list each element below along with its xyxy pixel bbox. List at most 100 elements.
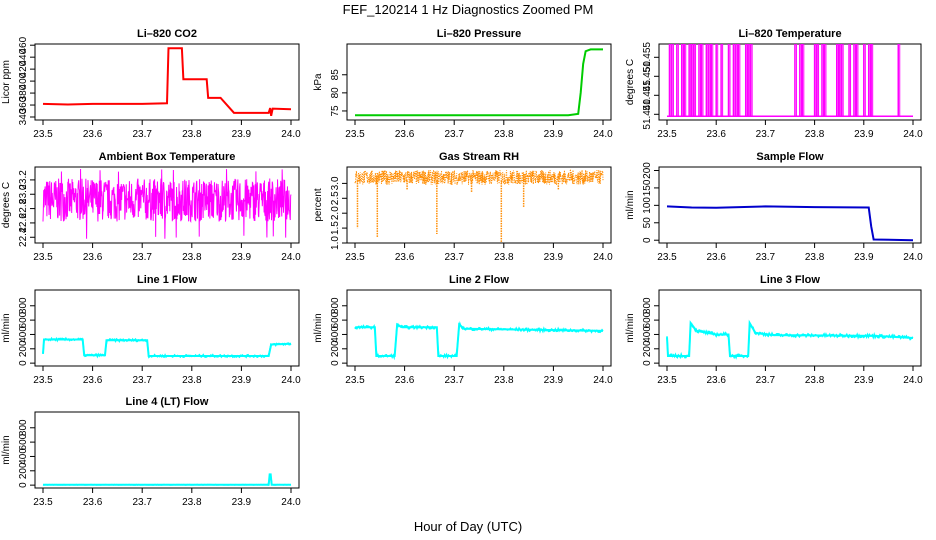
x-tick-label: 23.7 — [756, 129, 776, 140]
y-tick-label: 23.2 — [18, 170, 29, 190]
x-tick-label: 24.0 — [593, 252, 613, 263]
x-tick-label: 24.0 — [281, 497, 301, 508]
x-tick-label: 23.9 — [232, 497, 252, 508]
x-tick-label: 23.9 — [854, 375, 874, 386]
panel-title: Line 3 Flow — [760, 274, 820, 286]
x-axis-label: Hour of Day (UTC) — [414, 519, 522, 534]
x-tick-label: 23.7 — [444, 252, 464, 263]
plot-frame — [346, 289, 612, 367]
x-tick-label: 24.0 — [281, 129, 301, 140]
y-tick-label: 100 — [642, 197, 653, 214]
x-tick-label: 23.8 — [805, 375, 825, 386]
y-tick-label: 200 — [330, 340, 341, 357]
panel-6: Line 1 Flow ml/min 23.5 23.6 23.7 23.8 23.9 24.… — [1, 274, 301, 386]
panel-2: Li–820 Temperature degrees C 23.5 23.6 23.7 2… — [625, 28, 923, 140]
y-tick-label: 51.445 — [642, 80, 653, 111]
y-tick-label: 22.4 — [18, 227, 29, 247]
series-line — [355, 48, 603, 117]
panel-title: Gas Stream RH — [439, 151, 519, 163]
y-tick-label: 400 — [642, 326, 653, 343]
series-noise — [354, 320, 604, 361]
y-tick-label: 150 — [642, 179, 653, 196]
y-axis-label: ml/min — [1, 313, 12, 342]
x-tick-label: 24.0 — [903, 375, 923, 386]
x-tick-label: 23.7 — [444, 375, 464, 386]
x-tick-label: 24.0 — [593, 129, 613, 140]
x-tick-label: 23.9 — [232, 252, 252, 263]
y-tick-label: 3.0 — [330, 176, 341, 190]
x-tick-label: 23.6 — [83, 497, 103, 508]
panel-9: Line 4 (LT) Flow ml/min 23.5 23.6 23.7 23.8 23… — [1, 396, 301, 508]
x-tick-label: 23.6 — [395, 375, 415, 386]
x-tick-label: 23.9 — [544, 252, 564, 263]
y-tick-label: 200 — [18, 340, 29, 357]
y-tick-label: 2.5 — [330, 191, 341, 205]
y-tick-label: 0 — [642, 360, 653, 366]
plot-frame — [34, 289, 300, 367]
y-tick-label: 600 — [18, 311, 29, 328]
x-tick-label: 23.8 — [182, 129, 202, 140]
y-tick-label: 200 — [18, 462, 29, 479]
y-tick-label: 400 — [18, 326, 29, 343]
panel-title: Li–820 Pressure — [437, 28, 521, 40]
x-tick-label: 23.8 — [182, 375, 202, 386]
x-tick-label: 23.7 — [132, 375, 152, 386]
x-tick-label: 23.6 — [706, 252, 726, 263]
series-line — [42, 338, 292, 357]
y-tick-label: 1.0 — [330, 236, 341, 250]
x-tick-label: 23.7 — [132, 497, 152, 508]
y-tick-label: 75 — [330, 105, 341, 117]
x-tick-label: 23.5 — [33, 252, 53, 263]
x-tick-label: 23.9 — [232, 129, 252, 140]
y-axis-label: ml/min — [313, 313, 324, 342]
y-tick-label: 340 — [18, 108, 29, 125]
y-tick-label: 2.0 — [330, 206, 341, 220]
y-tick-label: 420 — [18, 60, 29, 77]
panel-title: Li–820 Temperature — [738, 28, 841, 40]
x-tick-label: 23.9 — [544, 375, 564, 386]
figure-title: FEF_120214 1 Hz Diagnostics Zoomed PM — [343, 2, 594, 17]
panel-title: Sample Flow — [756, 151, 824, 163]
y-tick-label: 22.6 — [18, 213, 29, 233]
y-tick-label: 0 — [642, 237, 653, 243]
panel-0: Li–820 CO2 Licor ppm 23.5 23.6 23.7 23.8 23.9 2… — [1, 28, 301, 140]
y-tick-label: 0 — [330, 360, 341, 366]
x-tick-label: 24.0 — [593, 375, 613, 386]
y-tick-label: 400 — [330, 326, 341, 343]
plot-frame — [658, 289, 922, 367]
x-tick-label: 23.5 — [33, 375, 53, 386]
x-tick-label: 23.7 — [132, 129, 152, 140]
y-axis-label: ml/min — [1, 435, 12, 464]
x-tick-label: 23.5 — [345, 129, 365, 140]
y-axis-label: degrees C — [625, 59, 636, 105]
panels: Li–820 CO2 Licor ppm 23.5 23.6 23.7 23.8 23.9 2… — [1, 28, 923, 508]
y-tick-label: 80 — [330, 87, 341, 99]
series-noise — [42, 474, 292, 486]
x-tick-label: 23.6 — [83, 375, 103, 386]
plot-frame — [34, 166, 300, 244]
x-tick-label: 24.0 — [903, 252, 923, 263]
x-tick-label: 24.0 — [281, 252, 301, 263]
y-tick-label: 200 — [642, 162, 653, 179]
x-tick-label: 23.7 — [132, 252, 152, 263]
panel-8: Line 3 Flow ml/min 23.5 23.6 23.7 23.8 23.9 24.… — [625, 274, 923, 386]
y-tick-label: 23.0 — [18, 184, 29, 204]
x-tick-label: 23.5 — [345, 252, 365, 263]
x-tick-label: 23.9 — [544, 129, 564, 140]
x-tick-label: 23.7 — [444, 129, 464, 140]
y-tick-label: 600 — [330, 311, 341, 328]
panel-title: Line 1 Flow — [137, 274, 197, 286]
y-tick-label: 460 — [18, 36, 29, 53]
y-tick-label: 51.450 — [642, 61, 653, 92]
x-tick-label: 23.6 — [83, 252, 103, 263]
y-tick-label: 0 — [18, 360, 29, 366]
panel-1: Li–820 Pressure kPa 23.5 23.6 23.7 23.8 23.9 24… — [313, 28, 613, 140]
x-tick-label: 23.8 — [494, 129, 514, 140]
y-axis-label: kPa — [313, 73, 324, 91]
series-line — [354, 168, 604, 187]
panel-3: Ambient Box Temperature degrees C 23.5 23.6… — [1, 151, 301, 263]
y-tick-label: 50 — [642, 217, 653, 229]
y-tick-label: 200 — [642, 340, 653, 357]
y-tick-label: 0 — [18, 482, 29, 488]
